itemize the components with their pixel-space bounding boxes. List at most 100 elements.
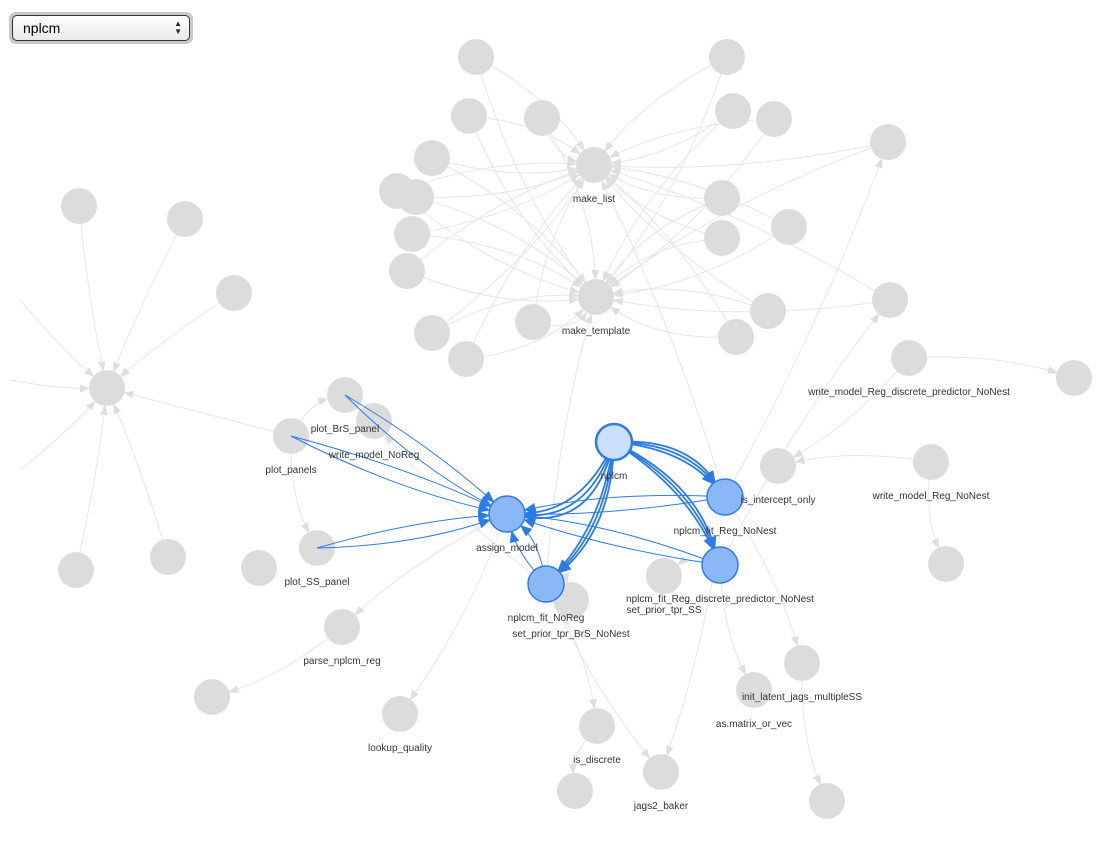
graph-node-nplcm[interactable] [594, 422, 634, 462]
graph-edge [666, 496, 726, 756]
graph-node[interactable] [58, 552, 94, 588]
graph-node[interactable] [241, 550, 277, 586]
graph-node[interactable] [1056, 360, 1092, 396]
highlighted-edge [316, 511, 491, 549]
graph-edge [415, 171, 579, 198]
node-label: init_latent_jags_multipleSS [742, 692, 862, 703]
graph-edge [532, 178, 585, 323]
node-label: write_model_Reg_NoNest [872, 491, 990, 502]
graph-edge [384, 434, 547, 585]
highlighted-edge [523, 496, 726, 520]
graph-edge [545, 313, 593, 585]
graph-node[interactable] [704, 220, 740, 256]
graph-node-is-intercept-only[interactable] [760, 448, 796, 484]
graph-node[interactable] [709, 39, 745, 75]
node-label: nplcm_fit_Reg_discrete_predictor_NoNest [626, 594, 814, 605]
graph-node[interactable] [524, 100, 560, 136]
graph-node-write-model-reg-discrete-predictor-nonest[interactable] [891, 340, 927, 376]
graph-node-assign-model[interactable] [488, 495, 526, 533]
graph-edge [468, 115, 584, 286]
graph-node-nplcm-fit-noreg[interactable] [527, 565, 565, 603]
highlighted-edge [290, 435, 492, 507]
graph-node[interactable] [872, 282, 908, 318]
graph-node[interactable] [216, 275, 252, 311]
graph-node[interactable] [771, 209, 807, 245]
graph-node[interactable] [718, 319, 754, 355]
highlighted-edge [290, 435, 491, 513]
node-label: nplcm_fit_NoReg [508, 613, 585, 624]
graph-node-nplcm-fit-reg-nonest[interactable] [706, 478, 744, 516]
graph-node[interactable] [389, 253, 425, 289]
graph-node[interactable] [750, 293, 786, 329]
graph-node-as-matrix-or-vec[interactable] [736, 672, 772, 708]
graph-node-jags2-baker[interactable] [643, 754, 679, 790]
graph-edge [605, 197, 723, 283]
node-label: write_model_Reg_discrete_predictor_NoNes… [807, 387, 1010, 398]
graph-edge [601, 180, 726, 498]
graph-node-lookup-quality[interactable] [382, 696, 418, 732]
graph-edge [113, 403, 169, 558]
node-label: make_list [573, 194, 615, 205]
graph-edge [431, 157, 586, 284]
graph-edge [724, 157, 883, 498]
graph-node-nplcm-fit-reg-discrete-predictor-nonest[interactable] [701, 546, 739, 584]
graph-node[interactable] [715, 93, 751, 129]
graph-node[interactable] [167, 201, 203, 237]
node-label: make_template [562, 326, 631, 337]
graph-edge [724, 496, 799, 647]
graph-edge [411, 233, 582, 288]
graph-node-is-discrete[interactable] [579, 708, 615, 744]
graph-edge [612, 226, 790, 299]
graph-node[interactable] [398, 179, 434, 215]
graph-edge [792, 357, 910, 458]
graph-node[interactable] [458, 39, 494, 75]
highlighted-edge [316, 518, 491, 549]
node-label: is_discrete [573, 755, 621, 766]
graph-node[interactable] [451, 98, 487, 134]
graph-node[interactable] [515, 304, 551, 340]
function-selector[interactable]: nplcm ▲ ▼ [9, 12, 193, 44]
graph-node[interactable] [870, 124, 906, 160]
graph-edge [406, 270, 580, 305]
function-select[interactable]: nplcm ▲ ▼ [12, 15, 190, 41]
graph-node-init-latent-jags-multipless[interactable] [784, 645, 820, 681]
graph-edge [411, 174, 580, 235]
highlighted-edge [523, 511, 721, 566]
graph-node-make-list[interactable] [576, 147, 612, 183]
graph-edge [604, 56, 728, 152]
graph-edge [908, 356, 1058, 374]
graph-edge [465, 177, 583, 360]
graph-node[interactable] [61, 188, 97, 224]
graph-node[interactable] [756, 101, 792, 137]
highlighted-edge [344, 394, 492, 507]
graph-node[interactable] [414, 315, 450, 351]
graph-edge [475, 56, 586, 284]
graph-edge [612, 297, 891, 313]
graph-node[interactable] [194, 679, 230, 715]
graph-node[interactable] [394, 216, 430, 252]
graph-edge [609, 118, 775, 158]
node-label: as.matrix_or_vec [716, 719, 792, 730]
graph-node[interactable] [704, 180, 740, 216]
graph-node-parse-nplcm-reg[interactable] [324, 609, 360, 645]
graph-edge [610, 169, 891, 301]
graph-node[interactable] [448, 341, 484, 377]
graph-edge [431, 157, 578, 175]
select-value: nplcm [23, 20, 61, 36]
graph-edge [610, 110, 734, 167]
graph-node-write-model-reg-nonest[interactable] [913, 444, 949, 480]
graph-node[interactable] [414, 140, 450, 176]
graph-node-set-prior-tpr-ss[interactable] [646, 558, 682, 594]
graph-edge [606, 176, 723, 239]
graph-node[interactable] [809, 783, 845, 819]
graph-edge [406, 170, 578, 272]
highlighted-edge [523, 518, 721, 566]
node-label: plot_panels [265, 465, 316, 476]
graph-node[interactable] [89, 370, 125, 406]
graph-node[interactable] [928, 546, 964, 582]
graph-edge [801, 662, 821, 786]
graph-node[interactable] [150, 539, 186, 575]
graph-node-make-template[interactable] [578, 279, 614, 315]
graph-node[interactable] [557, 773, 593, 809]
